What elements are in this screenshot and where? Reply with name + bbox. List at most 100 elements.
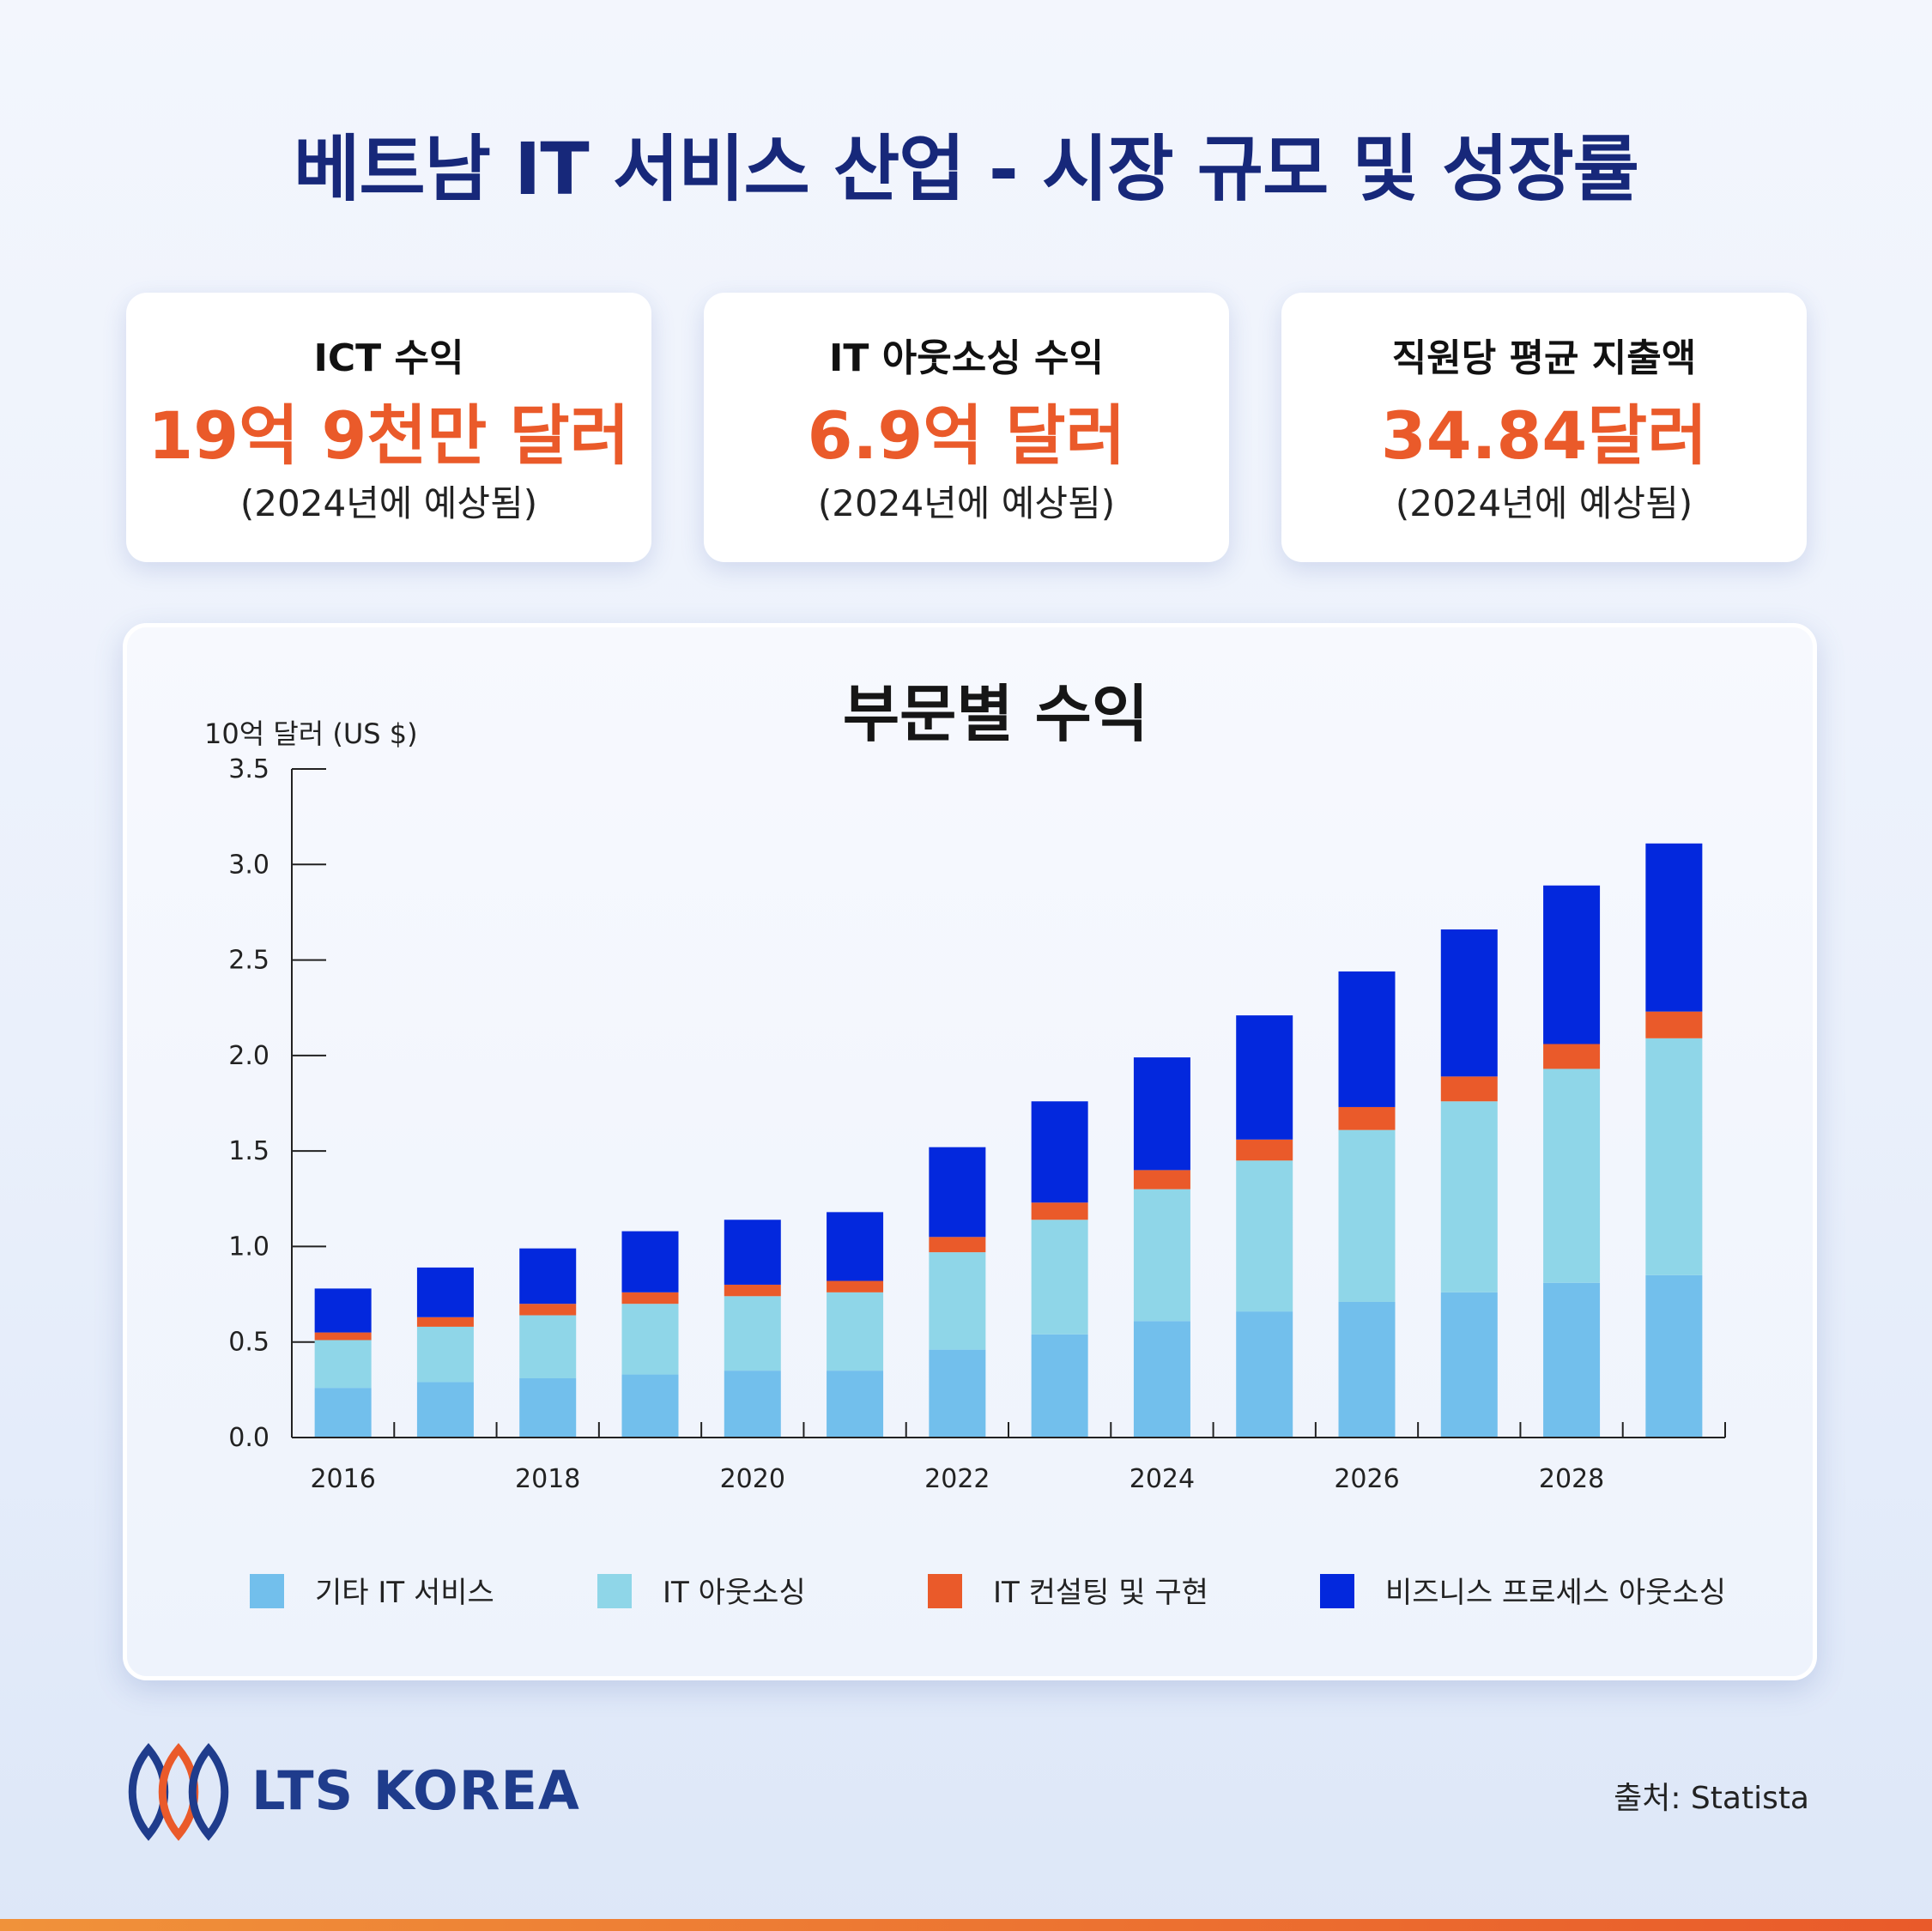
bar-segment bbox=[519, 1315, 577, 1379]
bar-segment bbox=[1338, 1106, 1396, 1130]
x-axis: 2016 2018 2020 2022 2024 2026 2028 bbox=[292, 1422, 1726, 1494]
bar-segment bbox=[827, 1292, 884, 1371]
stat-value: 19억 9천만 달러 bbox=[148, 397, 630, 474]
legend-swatch bbox=[597, 1574, 632, 1608]
y-axis: 0.0 0.5 1.0 1.5 2.0 2.5 3.0 3.5 bbox=[228, 754, 326, 1453]
bar-segment bbox=[314, 1388, 372, 1438]
page-title: 베트남 IT 서비스 산업 - 시장 규모 및 성장률 bbox=[294, 127, 1639, 211]
y-tick-label: 1.5 bbox=[228, 1136, 270, 1166]
y-tick-label: 0.5 bbox=[228, 1328, 270, 1358]
bar-segment bbox=[416, 1267, 474, 1317]
bar-segment bbox=[1236, 1160, 1293, 1312]
bar-segment bbox=[1645, 1274, 1703, 1438]
bar-segment bbox=[621, 1231, 679, 1292]
y-tick-label: 3.5 bbox=[228, 754, 270, 784]
bar-segment bbox=[314, 1332, 372, 1341]
stat-note: (2024년에 예상됨) bbox=[239, 482, 538, 524]
bar-segment bbox=[1236, 1311, 1293, 1438]
bar-segment bbox=[724, 1296, 781, 1371]
bar-segment bbox=[416, 1317, 474, 1327]
bar-segment bbox=[1031, 1101, 1088, 1203]
x-tick-label: 2022 bbox=[924, 1464, 990, 1494]
stat-label: 직원당 평균 지출액 bbox=[1391, 336, 1697, 380]
bar-segment bbox=[929, 1237, 986, 1253]
bar-segment bbox=[1133, 1057, 1190, 1171]
bar-segment bbox=[724, 1371, 781, 1438]
bar-segment bbox=[1645, 1011, 1703, 1038]
stat-label: IT 아웃소싱 수익 bbox=[829, 336, 1104, 380]
brand-name: LTS KOREA bbox=[251, 1759, 580, 1822]
x-tick-label: 2024 bbox=[1130, 1464, 1195, 1494]
stat-note: (2024년에 예상됨) bbox=[817, 482, 1116, 524]
bar-segment bbox=[519, 1378, 577, 1438]
stat-card-ict-revenue: ICT 수익 19억 9천만 달러 (2024년에 예상됨) bbox=[126, 293, 651, 562]
bar-segment bbox=[1133, 1321, 1190, 1438]
source-note: 출처: Statista bbox=[1614, 1781, 1809, 1816]
x-tick-label: 2018 bbox=[515, 1464, 580, 1494]
bar-segment bbox=[1236, 1139, 1293, 1161]
bar-segment bbox=[1031, 1202, 1088, 1220]
x-tick-label: 2016 bbox=[310, 1464, 375, 1494]
legend-label: IT 컨설팅 및 구현 bbox=[993, 1576, 1208, 1610]
bar-segment bbox=[827, 1212, 884, 1281]
bar-segment bbox=[724, 1220, 781, 1285]
y-tick-label: 0.0 bbox=[228, 1423, 270, 1453]
bar-segment bbox=[929, 1252, 986, 1350]
y-axis-unit-label: 10억 달러 (US $) bbox=[204, 717, 418, 750]
x-tick-label: 2020 bbox=[720, 1464, 785, 1494]
bar-segment bbox=[1133, 1170, 1190, 1189]
legend-label: 기타 IT 서비스 bbox=[315, 1576, 494, 1610]
bar-segment bbox=[519, 1304, 577, 1316]
bar-segment bbox=[929, 1349, 986, 1438]
stat-note: (2024년에 예상됨) bbox=[1395, 482, 1693, 524]
bar-segment bbox=[827, 1371, 884, 1438]
legend-swatch bbox=[1320, 1574, 1354, 1608]
bar-segment bbox=[416, 1382, 474, 1438]
bar-segment bbox=[416, 1326, 474, 1383]
legend-label: 비즈니스 프로세스 아웃소싱 bbox=[1385, 1576, 1726, 1610]
bar-segment bbox=[1440, 929, 1498, 1077]
y-tick-label: 2.5 bbox=[228, 946, 270, 976]
bar-segment bbox=[1543, 1068, 1601, 1283]
bar-segment bbox=[1543, 885, 1601, 1044]
chart-panel: 부문별 수익 10억 달러 (US $) 0.0 0.5 1.0 1.5 2.0 2.5 3… bbox=[123, 623, 1817, 1680]
legend-swatch bbox=[250, 1574, 284, 1608]
bar-segment bbox=[1338, 1129, 1396, 1302]
x-tick-label: 2026 bbox=[1334, 1464, 1399, 1494]
bottom-accent-bar bbox=[0, 1919, 1932, 1931]
y-tick-label: 1.0 bbox=[228, 1232, 270, 1262]
bar-segment bbox=[1236, 1015, 1293, 1140]
chart-title: 부문별 수익 bbox=[843, 678, 1148, 750]
bar-segment bbox=[1031, 1220, 1088, 1335]
lts-korea-logo-icon bbox=[128, 1742, 229, 1842]
bar-segment bbox=[1440, 1292, 1498, 1438]
stat-value: 6.9억 달러 bbox=[807, 397, 1126, 474]
bar-segment bbox=[1543, 1044, 1601, 1069]
bar-segment bbox=[724, 1284, 781, 1297]
bar-segment bbox=[314, 1288, 372, 1333]
bar-segment bbox=[1645, 1038, 1703, 1275]
y-tick-label: 2.0 bbox=[228, 1041, 270, 1071]
x-tick-label: 2028 bbox=[1539, 1464, 1604, 1494]
stat-value: 34.84달러 bbox=[1380, 397, 1708, 474]
revenue-by-segment-chart: 부문별 수익 10억 달러 (US $) 0.0 0.5 1.0 1.5 2.0 2.5 3… bbox=[204, 678, 1726, 1610]
chart-legend: 기타 IT 서비스 IT 아웃소싱 IT 컨설팅 및 구현 비즈니스 프로세스 아웃소… bbox=[250, 1574, 1726, 1610]
stat-card-it-outsourcing-revenue: IT 아웃소싱 수익 6.9억 달러 (2024년에 예상됨) bbox=[704, 293, 1229, 562]
bar-segment bbox=[1440, 1076, 1498, 1102]
bar-segment bbox=[621, 1292, 679, 1304]
bar-segment bbox=[1543, 1282, 1601, 1438]
legend-swatch bbox=[928, 1574, 962, 1608]
bar-segment bbox=[827, 1280, 884, 1292]
bar-segment bbox=[1338, 1301, 1396, 1438]
legend-label: IT 아웃소싱 bbox=[663, 1576, 806, 1610]
brand-logo: LTS KOREA bbox=[123, 1740, 579, 1843]
bar-segment bbox=[1031, 1334, 1088, 1438]
bar-segment bbox=[1440, 1101, 1498, 1292]
bar-segment bbox=[1645, 843, 1703, 1012]
stat-card-spend-per-employee: 직원당 평균 지출액 34.84달러 (2024년에 예상됨) bbox=[1281, 293, 1807, 562]
stat-label: ICT 수익 bbox=[313, 336, 464, 380]
bar-series-group bbox=[314, 843, 1703, 1438]
bar-segment bbox=[519, 1248, 577, 1304]
bar-segment bbox=[621, 1304, 679, 1375]
y-tick-label: 3.0 bbox=[228, 850, 270, 880]
